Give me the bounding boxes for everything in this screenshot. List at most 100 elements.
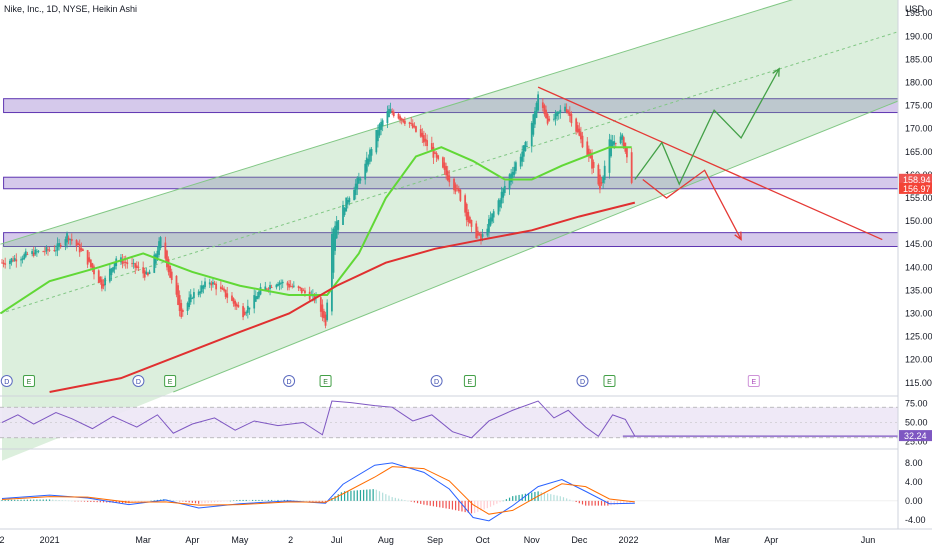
macd-histogram-bar xyxy=(382,492,384,501)
candle-body xyxy=(381,120,384,126)
candle-body xyxy=(326,302,329,321)
candle-body xyxy=(26,254,29,255)
macd-histogram-bar xyxy=(566,498,568,501)
macd-histogram-bar xyxy=(404,500,406,501)
earnings-marker[interactable]: E xyxy=(463,375,476,387)
earnings-badge-box xyxy=(164,375,177,387)
macd-histogram-bar xyxy=(191,500,193,503)
bullish-projection-path xyxy=(634,68,780,186)
candle-body xyxy=(388,108,390,118)
macd-histogram-bar xyxy=(29,499,32,501)
candle-body xyxy=(337,220,340,230)
candle-body xyxy=(630,152,633,183)
macd-histogram-bar xyxy=(531,492,533,501)
macd-histogram-bar xyxy=(106,500,108,503)
macd-histogram-bar xyxy=(77,500,79,502)
candle-body xyxy=(31,251,34,255)
earnings-badge-box xyxy=(22,375,35,387)
candle-body xyxy=(175,275,178,295)
candle-body xyxy=(112,267,114,272)
macd-histogram-bar xyxy=(7,499,9,501)
candle-body xyxy=(500,191,503,204)
candle-body xyxy=(86,250,89,265)
candle-body xyxy=(302,290,305,292)
earnings-marker[interactable]: E xyxy=(164,375,177,387)
earnings-marker[interactable]: E xyxy=(319,375,332,387)
candle-body xyxy=(370,149,373,156)
candle-body xyxy=(177,285,179,305)
macd-histogram-bar xyxy=(458,500,460,511)
rsi-pane[interactable]: 25.00 50.00 75.00 32.24 xyxy=(0,398,932,447)
candle-body xyxy=(159,237,162,249)
dividend-marker[interactable]: D xyxy=(0,375,13,387)
macd-histogram-bar xyxy=(223,500,225,502)
price-tick-label: 150.00 xyxy=(905,216,932,226)
macd-histogram-bar xyxy=(534,491,536,501)
earnings-marker[interactable]: E xyxy=(747,375,760,387)
candle-body xyxy=(448,175,451,183)
candle-body xyxy=(297,286,300,289)
macd-histogram-bar xyxy=(172,500,174,501)
macd-histogram-bar xyxy=(20,499,22,501)
time-tick-label: 2 xyxy=(0,535,5,545)
dividend-marker[interactable]: D xyxy=(576,375,589,387)
candle-body xyxy=(380,121,382,130)
macd-histogram-bar xyxy=(420,500,422,504)
candle-body xyxy=(543,105,546,115)
candle-body xyxy=(43,251,46,253)
macd-histogram-bar xyxy=(194,500,197,504)
candle-body xyxy=(348,198,351,203)
candle-body xyxy=(375,130,378,153)
candle-body xyxy=(426,140,428,147)
dividend-badge-circle xyxy=(430,375,443,387)
macd-histogram-bar xyxy=(496,500,498,504)
macd-histogram-bar xyxy=(426,500,428,506)
macd-histogram-bar xyxy=(134,500,136,503)
candle-body xyxy=(513,166,516,175)
candle-body xyxy=(575,118,578,132)
price-tick-label: 135.00 xyxy=(905,285,932,295)
candle-body xyxy=(126,262,129,265)
candle-body xyxy=(508,174,511,190)
regression-channel xyxy=(0,0,899,461)
macd-histogram-bar xyxy=(350,490,352,501)
candle-body xyxy=(369,149,371,162)
earnings-marker[interactable]: E xyxy=(22,375,35,387)
candle-body xyxy=(1,262,3,264)
rsi-band-fill xyxy=(0,407,898,438)
candle-body xyxy=(59,244,62,247)
candle-body xyxy=(586,141,589,156)
dividend-marker[interactable]: D xyxy=(430,375,443,387)
macd-pane[interactable]: -4.00 0.00 4.00 8.00 xyxy=(0,458,926,525)
macd-histogram-bar xyxy=(470,500,473,514)
price-axis[interactable]: 115.00 120.00 125.00 130.00 135.00 140.00 145.… xyxy=(899,8,932,388)
candle-body xyxy=(334,225,336,251)
marker-label: E xyxy=(323,379,328,386)
dividend-marker[interactable]: D xyxy=(283,375,296,387)
macd-histogram-bar xyxy=(626,500,628,504)
candle-body xyxy=(400,118,403,120)
macd-histogram-bar xyxy=(239,499,241,501)
dividend-marker[interactable]: D xyxy=(132,375,145,387)
trend-drawings xyxy=(537,67,883,241)
macd-histogram-bar xyxy=(394,497,396,501)
time-axis[interactable]: 2 2021 Mar Apr May 2 Jul Aug Sep Oct Nov Dec 2022 Mar… xyxy=(0,535,875,545)
macd-histogram-bar xyxy=(518,494,520,501)
candle-body xyxy=(413,125,416,127)
macd-histogram-bar xyxy=(435,500,438,507)
macd-histogram-bar xyxy=(613,500,615,506)
signal-line xyxy=(1,466,635,515)
candle-body xyxy=(408,122,411,125)
macd-histogram-bar xyxy=(363,489,365,501)
macd-histogram-bar xyxy=(474,500,476,514)
price-tick-label: 195.00 xyxy=(905,8,932,18)
macd-histogram-bar xyxy=(64,500,67,501)
candle-body xyxy=(246,305,249,313)
candle-body xyxy=(267,288,270,290)
candle-body xyxy=(135,265,138,269)
macd-histogram-bar xyxy=(512,496,514,501)
earnings-marker[interactable]: E xyxy=(603,375,616,387)
macd-histogram-bar xyxy=(45,499,48,501)
